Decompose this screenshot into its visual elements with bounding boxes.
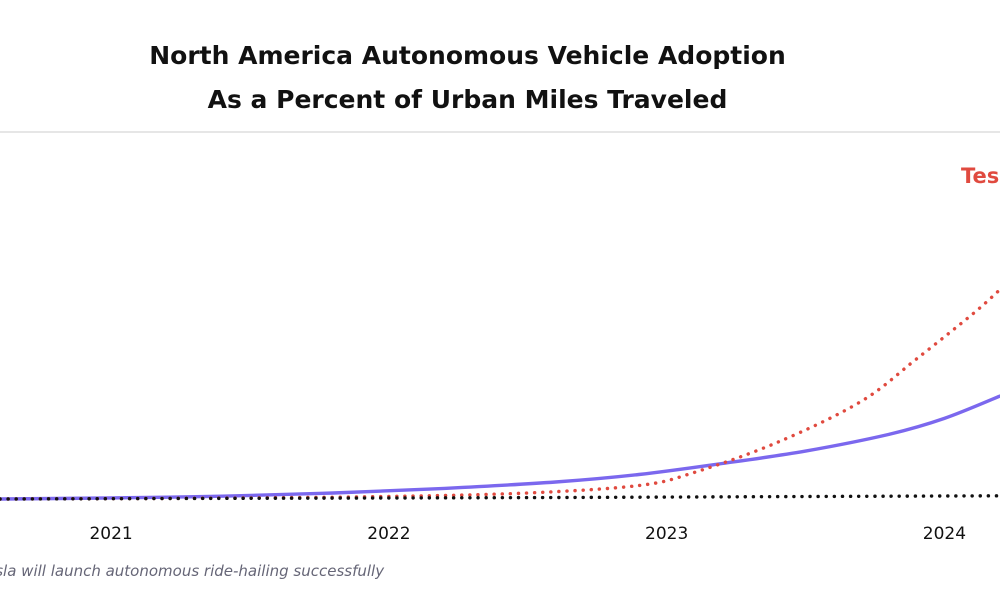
x-tick-label: 2022	[367, 524, 410, 544]
chart-footnote: esla will launch autonomous ride-hailing…	[0, 562, 385, 580]
x-tick-label: 2023	[645, 524, 688, 544]
series-line	[0, 287, 1000, 501]
chart-subtitle: As a Percent of Urban Miles Traveled	[207, 85, 728, 114]
x-tick-label: 2021	[89, 524, 132, 544]
chart-title-block: North America Autonomous Vehicle Adoptio…	[0, 34, 935, 122]
series-line	[0, 494, 1000, 501]
series-label: Tesl	[961, 164, 1000, 188]
x-tick-label: 2024	[923, 524, 966, 544]
series-line	[0, 394, 1000, 501]
chart-title: North America Autonomous Vehicle Adoptio…	[149, 41, 786, 70]
